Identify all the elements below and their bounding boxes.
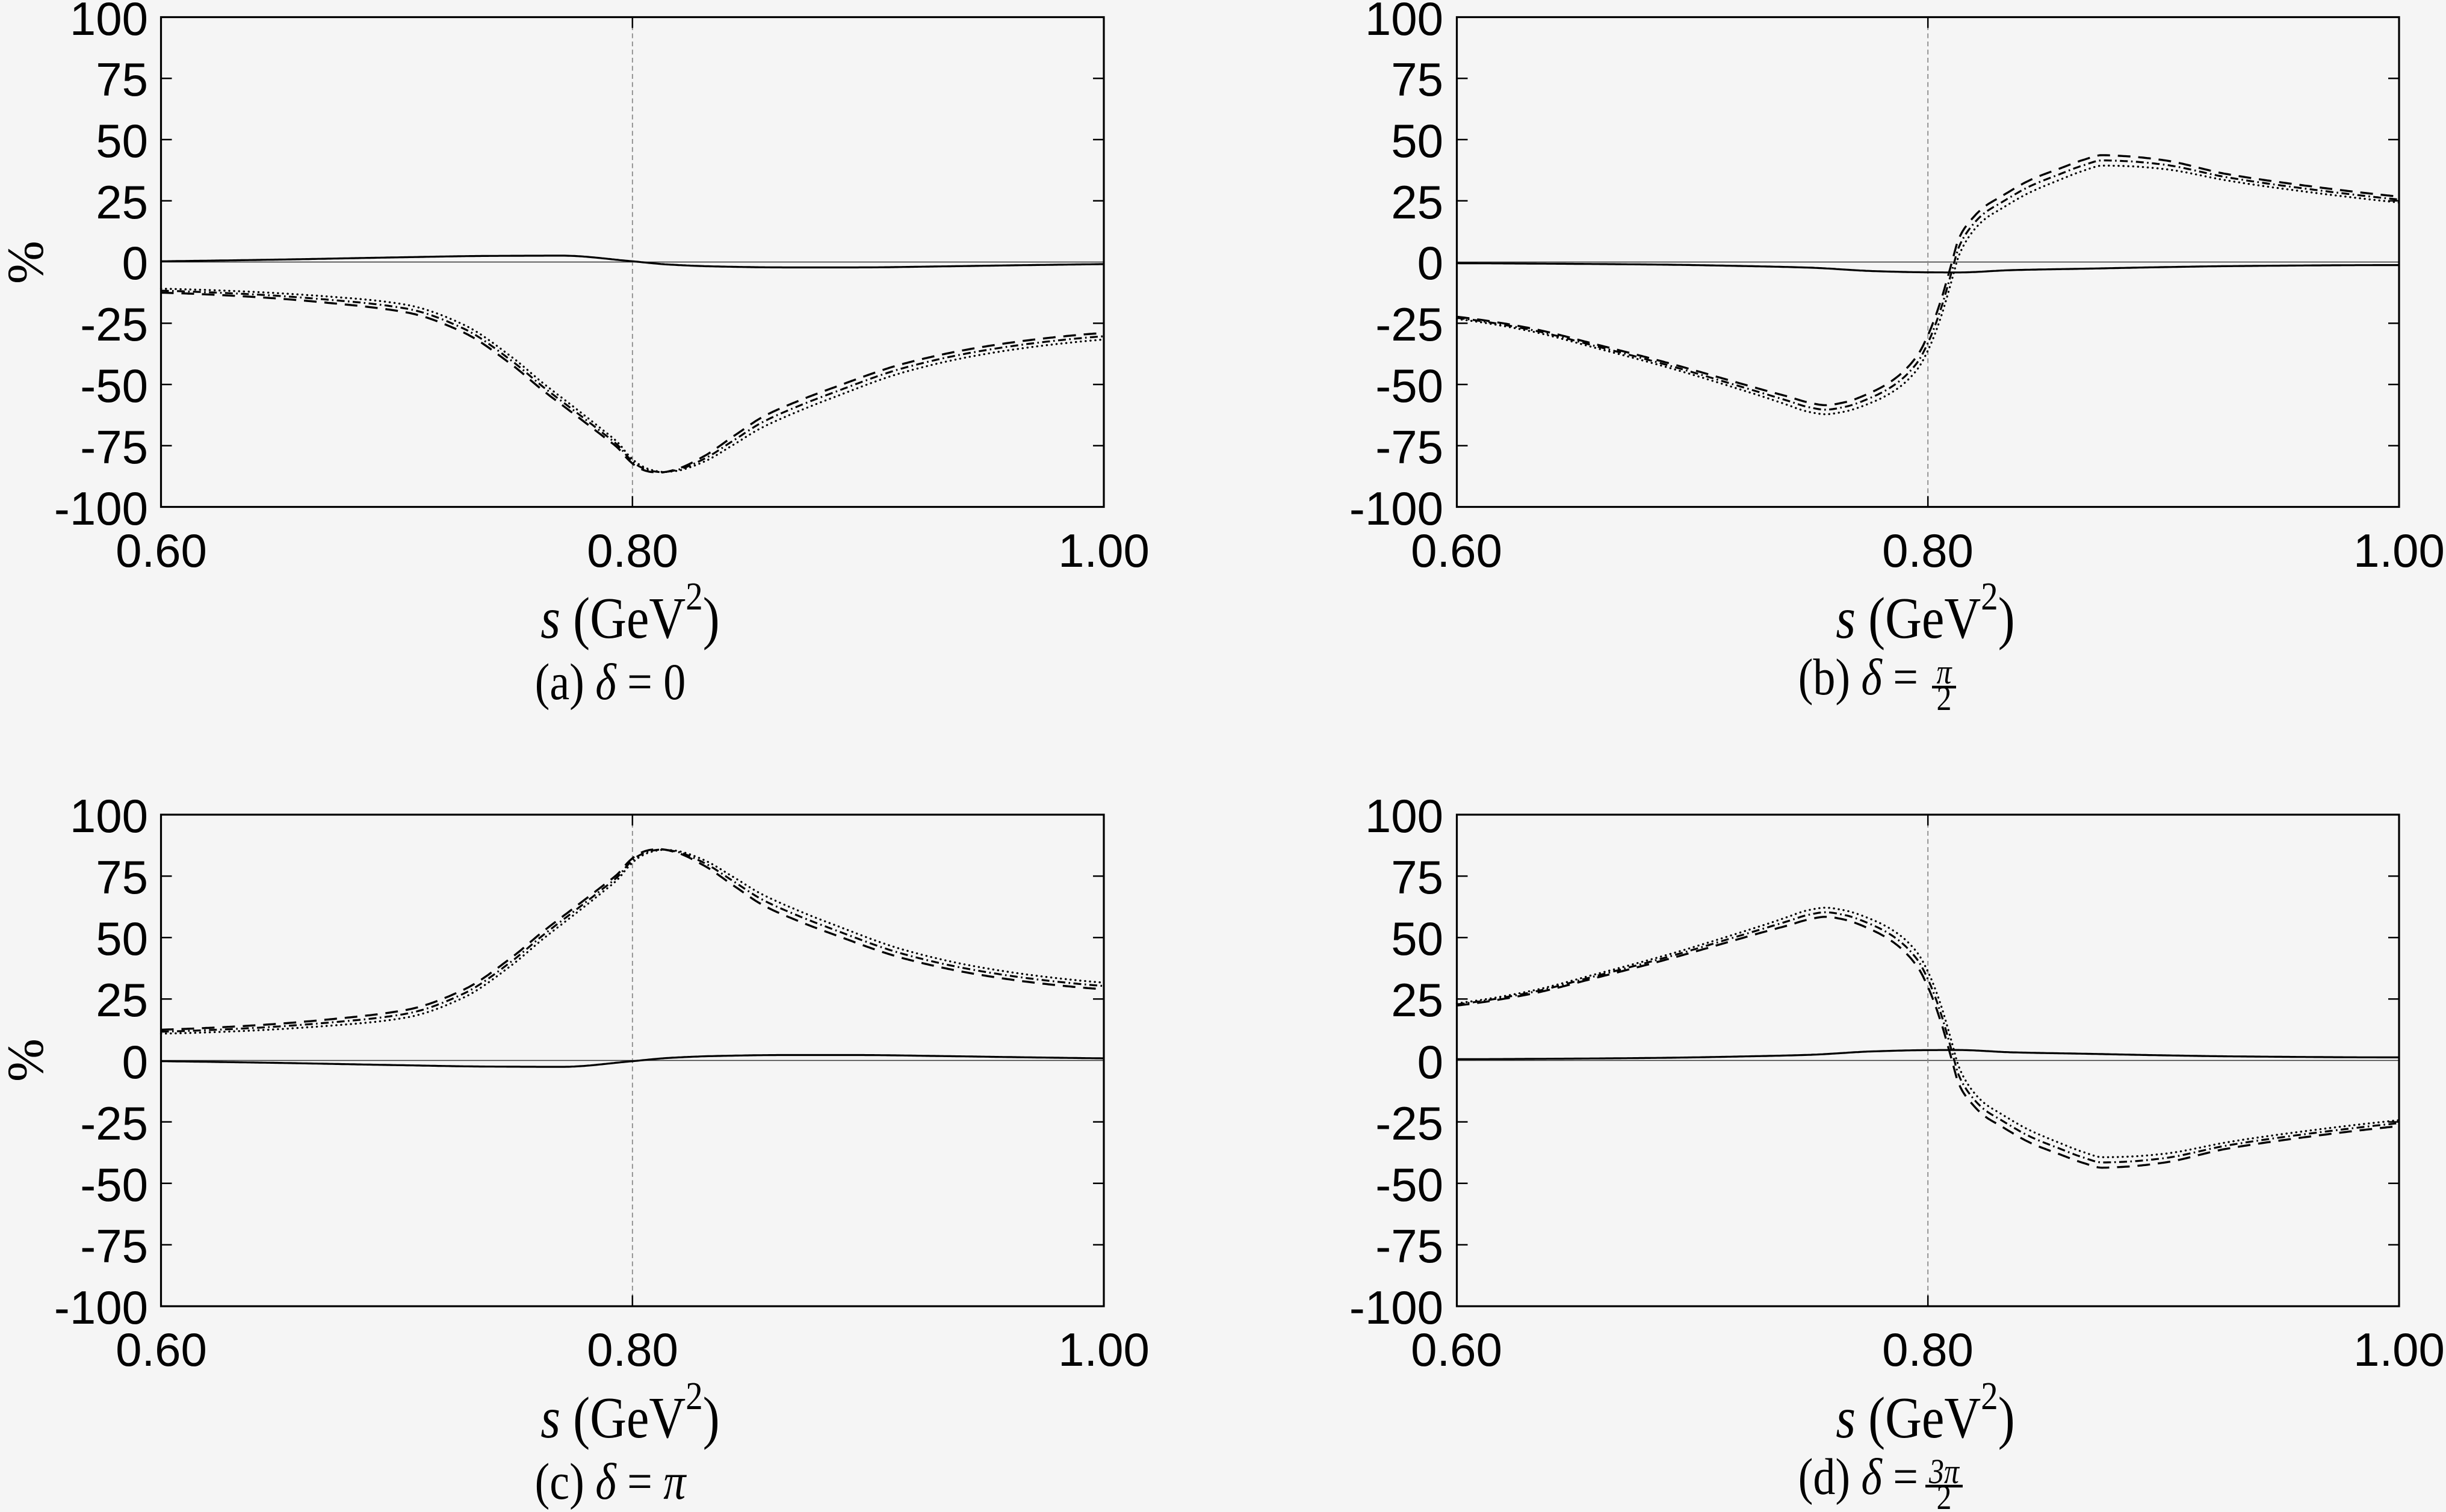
svg-text:-25: -25 <box>80 298 148 351</box>
svg-text:-25: -25 <box>1375 1097 1443 1150</box>
svg-text:%: % <box>0 1038 54 1082</box>
svg-text:-75: -75 <box>1375 421 1443 474</box>
svg-text:1.00: 1.00 <box>2353 524 2445 577</box>
svg-text:-50: -50 <box>1375 1158 1443 1211</box>
svg-text:75: 75 <box>96 851 148 904</box>
svg-text:50: 50 <box>1391 114 1443 167</box>
svg-text:0.60: 0.60 <box>1411 524 1502 577</box>
svg-text:s (GeV2): s (GeV2) <box>540 1374 719 1450</box>
svg-text:0.60: 0.60 <box>116 524 207 577</box>
svg-text:%: % <box>0 241 54 284</box>
svg-text:75: 75 <box>1391 53 1443 106</box>
svg-text:100: 100 <box>1365 789 1443 842</box>
svg-text:50: 50 <box>96 912 148 965</box>
svg-text:2: 2 <box>1937 1478 1952 1512</box>
svg-text:-75: -75 <box>80 421 148 474</box>
svg-text:75: 75 <box>1391 851 1443 904</box>
svg-text:-50: -50 <box>1375 359 1443 412</box>
svg-text:0.80: 0.80 <box>587 524 678 577</box>
svg-text:-25: -25 <box>80 1097 148 1150</box>
svg-text:3π: 3π <box>1928 1452 1960 1491</box>
svg-text:-50: -50 <box>80 359 148 412</box>
svg-text:0.60: 0.60 <box>116 1323 207 1376</box>
svg-text:50: 50 <box>1391 912 1443 965</box>
svg-text:%: % <box>0 241 54 284</box>
svg-text:2: 2 <box>1937 679 1952 718</box>
svg-text:-75: -75 <box>80 1220 148 1273</box>
svg-text:100: 100 <box>70 789 148 842</box>
svg-text:0: 0 <box>122 236 148 289</box>
svg-text:π: π <box>1937 653 1953 691</box>
svg-text:(c) δ = π: (c) δ = π <box>535 1454 687 1510</box>
svg-text:100: 100 <box>70 0 148 45</box>
svg-text:-75: -75 <box>1375 1220 1443 1273</box>
svg-text:0.60: 0.60 <box>1411 1323 1502 1376</box>
svg-text:1.00: 1.00 <box>1058 1323 1150 1376</box>
svg-text:25: 25 <box>1391 974 1443 1026</box>
svg-text:0.80: 0.80 <box>1882 524 1974 577</box>
svg-text:%: % <box>0 1038 54 1082</box>
svg-text:(a) δ = 0: (a) δ = 0 <box>535 654 686 711</box>
svg-text:-50: -50 <box>80 1158 148 1211</box>
svg-text:-100: -100 <box>54 482 148 535</box>
svg-text:75: 75 <box>96 53 148 106</box>
svg-text:100: 100 <box>1365 0 1443 45</box>
svg-text:50: 50 <box>96 114 148 167</box>
svg-text:25: 25 <box>96 974 148 1026</box>
svg-text:0: 0 <box>122 1035 148 1088</box>
svg-text:0.80: 0.80 <box>587 1323 678 1376</box>
svg-text:-100: -100 <box>1349 1281 1443 1334</box>
svg-text:(d) δ =: (d) δ = <box>1798 1449 1918 1505</box>
svg-text:1.00: 1.00 <box>2353 1323 2445 1376</box>
svg-text:0.80: 0.80 <box>1882 1323 1974 1376</box>
svg-text:-100: -100 <box>54 1281 148 1334</box>
svg-text:25: 25 <box>1391 176 1443 229</box>
svg-text:0: 0 <box>1417 236 1443 289</box>
svg-text:(b) δ =: (b) δ = <box>1798 649 1918 706</box>
svg-text:1.00: 1.00 <box>1058 524 1150 577</box>
svg-text:25: 25 <box>96 176 148 229</box>
svg-text:-25: -25 <box>1375 298 1443 351</box>
svg-text:-100: -100 <box>1349 482 1443 535</box>
svg-text:0: 0 <box>1417 1035 1443 1088</box>
svg-text:s (GeV2): s (GeV2) <box>1836 1374 2014 1450</box>
